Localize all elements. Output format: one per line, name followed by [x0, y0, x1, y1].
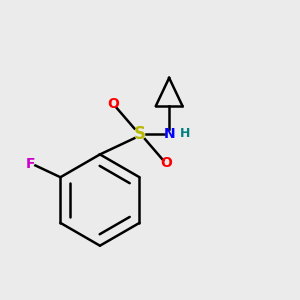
Text: H: H: [180, 127, 190, 140]
Text: S: S: [134, 125, 146, 143]
Text: O: O: [107, 98, 119, 111]
Text: N: N: [163, 127, 175, 141]
Text: O: O: [160, 156, 172, 170]
Text: F: F: [25, 157, 35, 171]
